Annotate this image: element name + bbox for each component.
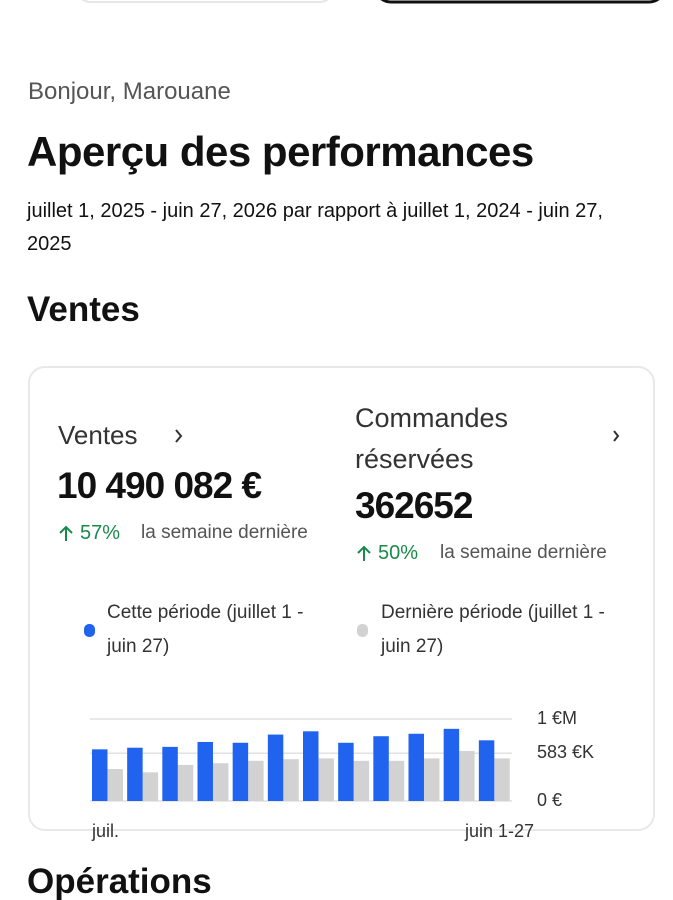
bar [267,734,284,801]
bar [232,742,249,801]
bar [283,759,299,801]
legend-entry: Dernière période (juillet 1 - juin 27) [381,602,605,657]
metric-change: 57% [80,522,121,544]
top-button[interactable] [75,0,335,3]
bar [303,731,319,801]
sales-card [28,366,655,831]
y-tick-label: 583 €K [537,742,594,762]
subtitle: juillet 1, 2025 - juin 27, 2026 par rapp… [27,200,603,255]
bar [142,772,159,801]
chevron[interactable] [613,430,620,442]
chevron[interactable] [175,429,183,443]
y-tick-label: 0 € [537,790,562,810]
legend-marker [357,624,368,637]
bar [197,741,213,801]
metric-comparison: la semaine dernière [440,542,607,563]
legend-marker [84,624,95,637]
bar [318,758,334,801]
bar [92,749,108,801]
bar [177,764,194,801]
bar [162,746,178,801]
metric-change: 50% [378,542,419,564]
bar [107,769,123,801]
bar [127,747,143,801]
bar [373,736,389,801]
bar [443,728,460,801]
up-arrow [59,525,73,541]
bar [478,740,495,801]
bar [408,733,424,801]
bar [494,758,510,801]
bar [212,763,229,801]
metric-label[interactable]: Commandes réservées [355,403,509,474]
top-button[interactable] [375,0,665,4]
y-tick-label: 1 €M [537,708,577,728]
bar [459,750,475,801]
metric-value: 362652 [355,485,473,526]
legend-entry: Cette période (juillet 1 - juin 27) [107,602,304,657]
bar [338,742,354,801]
section-title: Ventes [27,290,140,329]
section-title: Opérations [27,862,212,900]
metric-label[interactable]: Ventes [58,420,138,450]
bar [248,760,264,801]
metric-value: 10 490 082 € [57,465,262,506]
bar [353,760,370,801]
x-tick-label: juin 1-27 [464,821,534,841]
page-title: Aperçu des performances [27,128,534,175]
up-arrow [357,545,371,561]
bar [423,758,440,801]
greeting: Bonjour, Marouane [28,78,231,105]
metric-comparison: la semaine dernière [141,522,308,543]
bar [388,760,405,801]
x-tick-label: juil. [91,821,119,841]
